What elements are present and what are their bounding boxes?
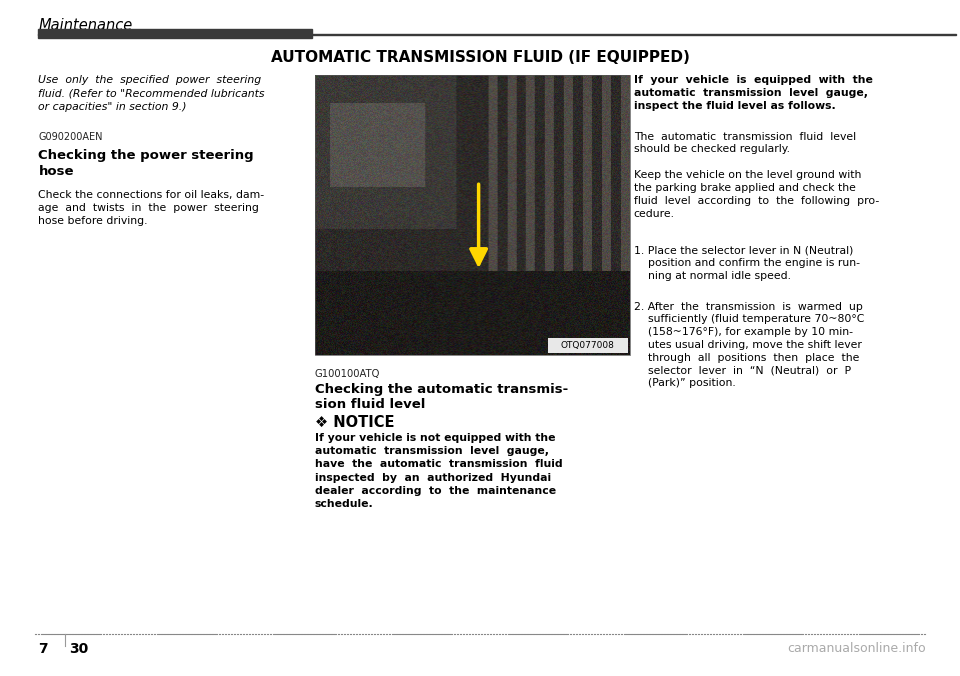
Text: Keep the vehicle on the level ground with
the parking brake applied and check th: Keep the vehicle on the level ground wit… — [634, 170, 878, 218]
Text: 1. Place the selector lever in N (Neutral)
    position and confirm the engine i: 1. Place the selector lever in N (Neutra… — [634, 245, 859, 281]
Text: Check the connections for oil leaks, dam-
age  and  twists  in  the  power  stee: Check the connections for oil leaks, dam… — [38, 190, 265, 226]
Text: The  automatic  transmission  fluid  level
should be checked regularly.: The automatic transmission fluid level s… — [634, 132, 855, 155]
Text: If your vehicle is not equipped with the
automatic  transmission  level  gauge,
: If your vehicle is not equipped with the… — [315, 433, 563, 509]
Text: carmanualsonline.info: carmanualsonline.info — [787, 642, 925, 655]
Text: G100100ATQ: G100100ATQ — [315, 369, 380, 379]
Text: Checking the power steering
hose: Checking the power steering hose — [38, 149, 254, 178]
Text: fluid. (Refer to "Recommended lubricants: fluid. (Refer to "Recommended lubricants — [38, 89, 265, 99]
Text: Maintenance: Maintenance — [38, 18, 132, 33]
Text: G090200AEN: G090200AEN — [38, 132, 103, 142]
Text: or capacities" in section 9.): or capacities" in section 9.) — [38, 102, 187, 112]
Text: If  your  vehicle  is  equipped  with  the
automatic  transmission  level  gauge: If your vehicle is equipped with the aut… — [634, 75, 873, 111]
Text: ❖ NOTICE: ❖ NOTICE — [315, 415, 395, 430]
Text: 7: 7 — [38, 642, 48, 656]
Text: Checking the automatic transmis-
sion fluid level: Checking the automatic transmis- sion fl… — [315, 383, 568, 412]
Bar — [548, 338, 628, 353]
Bar — [315, 75, 630, 355]
Text: Use  only  the  specified  power  steering: Use only the specified power steering — [38, 75, 261, 85]
Text: OTQ077008: OTQ077008 — [561, 341, 614, 350]
Bar — [38, 34, 956, 35]
Bar — [38, 29, 312, 38]
Text: 30: 30 — [69, 642, 88, 656]
Text: AUTOMATIC TRANSMISSION FLUID (IF EQUIPPED): AUTOMATIC TRANSMISSION FLUID (IF EQUIPPE… — [271, 50, 689, 65]
Text: 2. After  the  transmission  is  warmed  up
    sufficiently (fluid temperature : 2. After the transmission is warmed up s… — [634, 301, 864, 389]
